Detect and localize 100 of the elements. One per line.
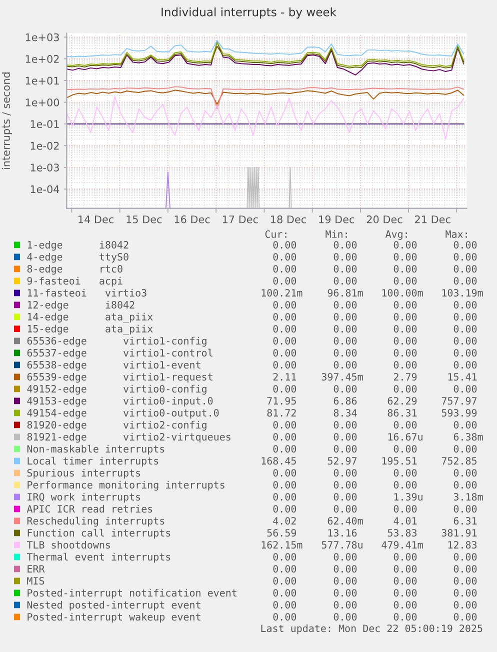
text: 62.40m (328, 517, 363, 525)
legend-label: 49154-edge virtio0-output.0 (27, 408, 219, 419)
text: 15.41 (448, 373, 477, 381)
x-tick-label: 14 Dec (78, 216, 114, 224)
text: Max: (446, 230, 467, 238)
text: 0.00 (334, 505, 357, 513)
text: 0.00 (454, 277, 477, 285)
text: 0.00 (394, 553, 417, 561)
text: Min: (326, 230, 347, 238)
text: 0.00 (454, 505, 477, 513)
legend-label: 4-edge ttyS0 (27, 252, 128, 263)
line-series (66, 86, 464, 110)
text: 13.16 (328, 529, 357, 537)
legend-label: Performance monitoring interrupts (28, 480, 224, 491)
text: Last update: Mon Dec 22 05:00:19 2025 (261, 624, 482, 634)
text: 0.00 (454, 313, 477, 321)
y-tick-label: 1e+02 (26, 55, 59, 63)
text: 0.00 (454, 301, 477, 309)
text: 0.00 (273, 481, 296, 489)
x-tick-label: 19 Dec (319, 215, 354, 224)
text: 0.00 (454, 385, 477, 393)
text: 0.00 (394, 253, 417, 261)
text: 479.41m (382, 541, 423, 549)
legend-label: 15-edge ata_piix (28, 324, 153, 335)
text: 71.95 (267, 397, 296, 405)
text: 757.97 (442, 397, 477, 405)
legend-label: Function call interrupts (28, 528, 170, 539)
text: 56.59 (267, 529, 296, 537)
text: 16.67u (388, 433, 422, 441)
text: 0.00 (273, 589, 296, 597)
text: 0.00 (334, 265, 357, 273)
text: 593.99 (442, 409, 477, 417)
text: 0.00 (334, 601, 357, 609)
x-tick-label: 20 Dec (366, 215, 402, 224)
legend-label: ERR (28, 565, 45, 572)
text: 0.00 (454, 421, 477, 429)
x-tick-label: 16 Dec (174, 215, 210, 224)
line-series (66, 90, 464, 105)
line-series (66, 96, 464, 140)
text: 12.83 (448, 541, 477, 549)
text: 0.00 (273, 337, 296, 345)
legend-label: 49153-edge virtio0-input.0 (27, 396, 213, 407)
x-tick-label: 15 Dec (126, 216, 162, 224)
text: 0.00 (334, 253, 357, 261)
legend-label: 11-fasteoi virtio3 (28, 288, 146, 297)
y-tick-label: 1e-02 (30, 142, 59, 150)
text: 0.00 (273, 445, 296, 453)
text: 0.00 (394, 469, 417, 477)
text: 6.38m (454, 433, 483, 441)
y-tick-label: 1e-03 (30, 164, 59, 172)
line-series (66, 42, 464, 67)
text: 0.00 (273, 469, 296, 477)
text: 0.00 (273, 613, 296, 621)
text: 6.31 (454, 517, 477, 525)
text: 0.00 (273, 493, 296, 501)
x-tick-label: 21 Dec (415, 215, 450, 224)
text: 0.00 (394, 241, 417, 249)
chart-title: Individual interrupts - by week (162, 7, 336, 19)
text: 397.45m (322, 373, 363, 381)
text: 0.00 (273, 601, 296, 609)
y-tick-label: 1e+01 (26, 76, 59, 85)
text: 0.00 (394, 577, 417, 585)
text: 0.00 (454, 265, 477, 273)
text: 0.00 (454, 577, 477, 585)
text: 0.00 (334, 469, 357, 477)
text: 0.00 (454, 589, 477, 597)
legend-label: Spurious interrupts (27, 468, 140, 479)
text: Avg: (385, 230, 407, 240)
text: 0.00 (273, 325, 296, 333)
text: 100.21m (262, 289, 302, 297)
text: 0.00 (273, 421, 296, 429)
text: 0.00 (454, 565, 477, 573)
legend-label: 14-edge ata_piix (28, 312, 153, 323)
text: 168.45 (262, 457, 296, 465)
text: 0.00 (334, 565, 357, 573)
text: 100.00m (382, 289, 423, 297)
text: 0.00 (273, 349, 296, 357)
text: 0.00 (454, 337, 477, 345)
text: 0.00 (334, 481, 357, 489)
legend-label: 65537-edge virtio1-control (27, 348, 212, 359)
legend-label: MIS (27, 577, 44, 585)
legend-label: Nested posted-interrupt event (27, 600, 200, 611)
text: 8.34 (334, 409, 357, 417)
text: 0.00 (394, 589, 417, 597)
legend-label: 9-fasteoi acpi (27, 276, 122, 287)
text: 577.78u (322, 541, 362, 549)
text: 0.00 (394, 301, 417, 309)
text: 0.00 (454, 481, 477, 489)
text: 162.15m (262, 541, 302, 549)
text: Cur: (265, 230, 286, 238)
text: 52.97 (328, 457, 357, 465)
text: 0.00 (334, 433, 357, 441)
text: 0.00 (394, 445, 417, 453)
legend-label: Posted-interrupt wakeup event (28, 612, 200, 623)
text: 0.00 (454, 553, 477, 561)
text: 0.00 (454, 601, 477, 609)
text: 0.00 (334, 445, 357, 453)
text: 752.85 (442, 457, 476, 465)
legend-label: Thermal event interrupts (26, 552, 170, 563)
text: 0.00 (334, 241, 357, 249)
